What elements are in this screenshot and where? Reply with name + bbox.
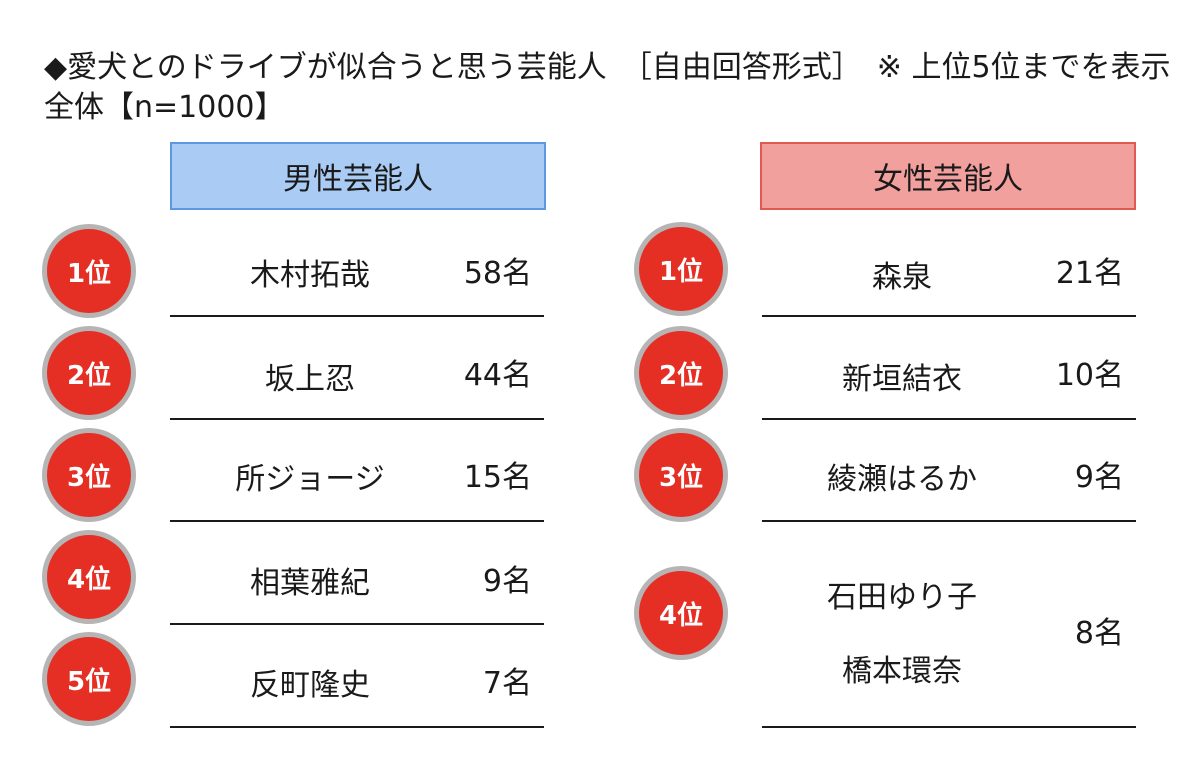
- chart-subtitle: 全体【n=1000】: [44, 90, 285, 125]
- chart-title: ◆愛犬とのドライブが似合うと思う芸能人 ［自由回答形式］ ※ 上位5位までを表示: [44, 50, 1171, 85]
- entertainer-name: 橋本環奈: [842, 654, 962, 689]
- row-divider: [762, 520, 1136, 522]
- row-divider: [762, 726, 1136, 728]
- vote-count: 9名: [1074, 460, 1124, 495]
- entertainer-name: 木村拓哉: [250, 258, 370, 293]
- entertainer-name: 反町隆史: [250, 668, 370, 703]
- row-divider: [170, 520, 544, 522]
- vote-count: 15名: [463, 460, 532, 495]
- vote-count: 7名: [482, 666, 532, 701]
- entertainer-name: 所ジョージ: [235, 462, 385, 497]
- vote-count: 44名: [463, 358, 532, 393]
- row-divider: [170, 315, 544, 317]
- entertainer-name: 相葉雅紀: [250, 566, 370, 601]
- rank-badge: 2位: [42, 326, 136, 420]
- entertainer-name: 石田ゆり子: [827, 580, 977, 615]
- entertainer-name: 坂上忍: [265, 362, 355, 397]
- female-header: 女性芸能人: [760, 142, 1136, 210]
- row-divider: [762, 315, 1136, 317]
- vote-count: 10名: [1055, 358, 1124, 393]
- female-panel: 女性芸能人 1位 森泉 21名 2位 新垣結衣 10名 3位 綾瀬はるか 9名 …: [592, 142, 1192, 762]
- entertainer-name: 森泉: [872, 260, 932, 295]
- entertainer-name: 新垣結衣: [842, 362, 962, 397]
- row-divider: [170, 726, 544, 728]
- rank-badge: 3位: [42, 428, 136, 522]
- vote-count: 58名: [463, 256, 532, 291]
- vote-count: 9名: [482, 564, 532, 599]
- rank-badge: 3位: [634, 428, 728, 522]
- entertainer-name: 綾瀬はるか: [827, 462, 977, 497]
- rank-badge: 1位: [42, 224, 136, 318]
- male-panel: 男性芸能人 1位 木村拓哉 58名 2位 坂上忍 44名 3位 所ジョージ 15…: [0, 142, 600, 762]
- rank-badge: 2位: [634, 326, 728, 420]
- row-divider: [170, 418, 544, 420]
- male-header: 男性芸能人: [170, 142, 546, 210]
- rank-badge: 1位: [634, 222, 728, 316]
- vote-count: 8名: [1074, 616, 1124, 651]
- row-divider: [762, 418, 1136, 420]
- rank-badge: 5位: [42, 632, 136, 726]
- row-divider: [170, 623, 544, 625]
- rank-badge: 4位: [42, 530, 136, 624]
- vote-count: 21名: [1055, 256, 1124, 291]
- rank-badge: 4位: [634, 566, 728, 660]
